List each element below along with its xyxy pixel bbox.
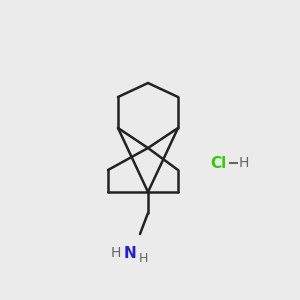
Text: H: H (111, 246, 121, 260)
Text: N: N (124, 245, 136, 260)
Text: Cl: Cl (210, 155, 226, 170)
Text: H: H (239, 156, 249, 170)
Text: H: H (138, 253, 148, 266)
